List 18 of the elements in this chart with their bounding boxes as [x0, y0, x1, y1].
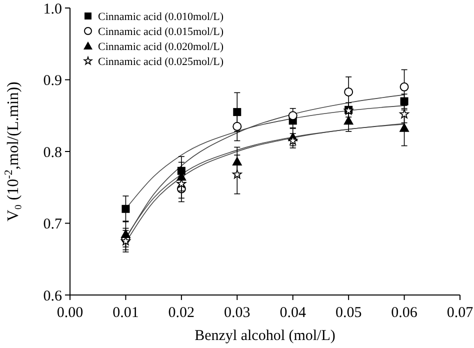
- x-tick-label: 0.00: [56, 305, 84, 321]
- x-tick-label: 0.04: [280, 305, 306, 321]
- y-tick-label: 0.9: [43, 73, 62, 89]
- y-tick-label: 1.0: [43, 1, 62, 18]
- x-tick-label: 0.03: [224, 305, 250, 321]
- x-axis-title: Benzyl alcohol (mol/L): [194, 328, 336, 344]
- x-tick-label: 0.07: [446, 305, 474, 321]
- y-tick-label: 0.6: [43, 288, 62, 304]
- legend-label: Cinnamic acid (0.010mol/L): [98, 10, 224, 23]
- x-tick-label: 0.05: [335, 305, 362, 321]
- y-tick-label: 0.7: [43, 216, 62, 232]
- legend-label: Cinnamic acid (0.020mol/L): [98, 40, 224, 53]
- legend-label: Cinnamic acid (0.025mol/L): [98, 56, 224, 68]
- x-tick-label: 0.02: [168, 305, 195, 321]
- legend-label: Cinnamic acid (0.015mol/L): [98, 26, 224, 38]
- x-tick-label: 0.06: [391, 305, 418, 321]
- x-tick-label: 0.01: [112, 305, 139, 321]
- y-tick-label: 0.8: [43, 144, 62, 161]
